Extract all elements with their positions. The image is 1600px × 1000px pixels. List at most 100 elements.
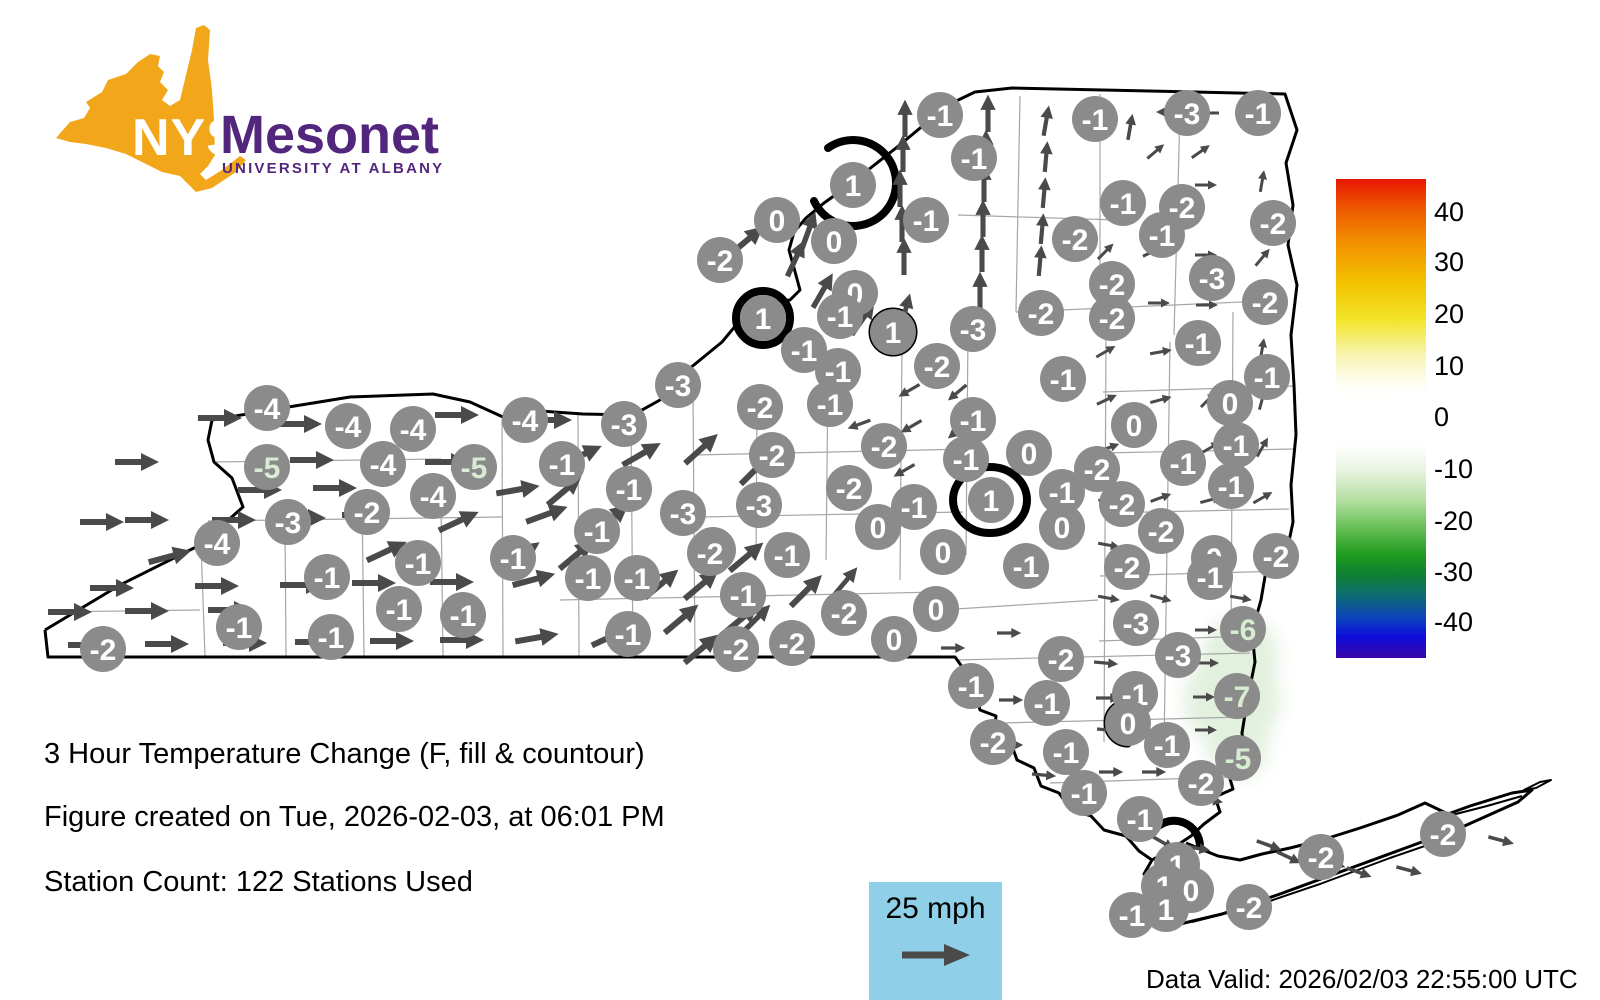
station-marker: -2 [1226,884,1272,930]
station-value: -1 [624,563,651,596]
station-marker: 0 [1111,402,1157,448]
station-value: -2 [980,727,1007,760]
station-marker: -2 [697,237,743,283]
station-value: -4 [512,405,539,438]
station-value: -2 [1084,454,1111,487]
wind-arrow-icon [1195,725,1217,735]
station-marker: -3 [736,482,782,528]
wind-arrow-icon [621,443,661,468]
station-value: 0 [1021,438,1038,471]
wind-arrow-icon [1040,141,1053,173]
station-value: -1 [827,301,854,334]
station-marker: -2 [970,719,1016,765]
station-value: -3 [611,409,638,442]
station-value: -2 [779,628,806,661]
wind-arrow-icon [370,632,414,650]
station-value: -1 [1154,730,1181,763]
station-value: -2 [1148,516,1175,549]
station-value: -4 [254,393,281,426]
station-marker: -2 [80,626,126,672]
wind-arrow-icon [1395,865,1422,877]
station-value: -3 [746,490,773,523]
station-value: -2 [836,473,863,506]
station-marker: -2 [821,590,867,636]
county-line [440,498,444,657]
wind-arrow-icon [1141,767,1167,777]
logo-mesonet-text: Mesonet [220,105,440,165]
station-value: -1 [1149,220,1176,253]
station-value: 0 [886,624,903,657]
station-marker: -2 [826,465,872,511]
station-value: -1 [817,389,844,422]
station-marker: -1 [1187,554,1233,600]
wind-arrow-icon [1125,113,1136,141]
station-value: -1 [1254,362,1281,395]
station-marker: -1 [1109,892,1155,938]
station-value: -1 [405,548,432,581]
station-marker: -1 [917,92,963,138]
station-marker: -1 [376,586,422,632]
wind-arrow-icon [125,602,169,620]
wind-arrow-icon [352,574,396,592]
station-marker: -2 [344,489,390,535]
station-value: -1 [584,516,611,549]
station-value: 0 [769,205,786,238]
wind-arrow-icon [1097,594,1120,603]
station-value: -2 [1099,303,1126,336]
station-value: -2 [747,392,774,425]
wind-arrow-icon [1256,839,1282,852]
wind-arrow-icon [784,240,805,278]
wind-arrow-icon [1487,835,1514,847]
wind-arrow-icon [1148,298,1170,308]
station-value: -3 [1174,98,1201,131]
station-value: -3 [1165,640,1192,673]
station-value: -2 [697,538,724,571]
county-line [694,448,969,456]
wind-arrow-icon [1196,300,1218,310]
station-marker: -2 [914,343,960,389]
wind-arrow-icon [198,409,242,427]
temp-contour [732,287,795,349]
wind-speed-label: 25 mph [885,892,986,925]
station-marker: 0 [1006,430,1052,476]
station-marker: -1 [395,540,441,586]
wind-speed-legend: 25 mph [869,882,1002,1000]
wind-arrow-icon [1093,658,1119,669]
ny-state-logo-shape [56,25,246,192]
station-marker: -2 [1074,446,1120,492]
station-marker: 0 [871,616,917,662]
station-marker: -1 [891,484,937,530]
colorbar-negative-segment [1336,445,1426,658]
station-marker: -1 [903,197,949,243]
wind-arrow-icon [1252,492,1273,505]
station-marker: -2 [687,530,733,576]
station-value: -1 [616,474,643,507]
station-value: -2 [723,634,750,667]
station-value: -1 [960,405,987,438]
ny-silhouette-icon [56,25,246,192]
station-value: -1 [1218,471,1245,504]
station-marker: -2 [1104,544,1150,590]
station-value: -3 [665,370,692,403]
wind-arrow-icon [511,569,556,589]
wind-arrow-icon [1149,593,1172,604]
logo-subtitle: UNIVERSITY AT ALBANY [222,160,445,177]
station-marker: -4 [325,403,371,449]
station-value: -2 [871,431,898,464]
wind-arrow-icon [1146,144,1165,160]
station-value: -2 [1028,298,1055,331]
wind-arrow-icon [896,237,912,276]
county-line [1015,95,1021,313]
station-value: -2 [759,440,786,473]
figure-created-text: Figure created on Tue, 2026-02-03, at 06… [44,801,665,833]
station-value: -2 [1260,208,1287,241]
station-marker: 0 [920,529,966,575]
station-value: -2 [1048,644,1075,677]
station-value: -3 [670,498,697,531]
station-value: -6 [1230,614,1257,647]
wind-arrow-icon [1229,594,1252,603]
wind-arrow-icon [662,604,699,636]
station-marker: 0 [1105,700,1151,746]
station-value: 1 [755,303,772,336]
